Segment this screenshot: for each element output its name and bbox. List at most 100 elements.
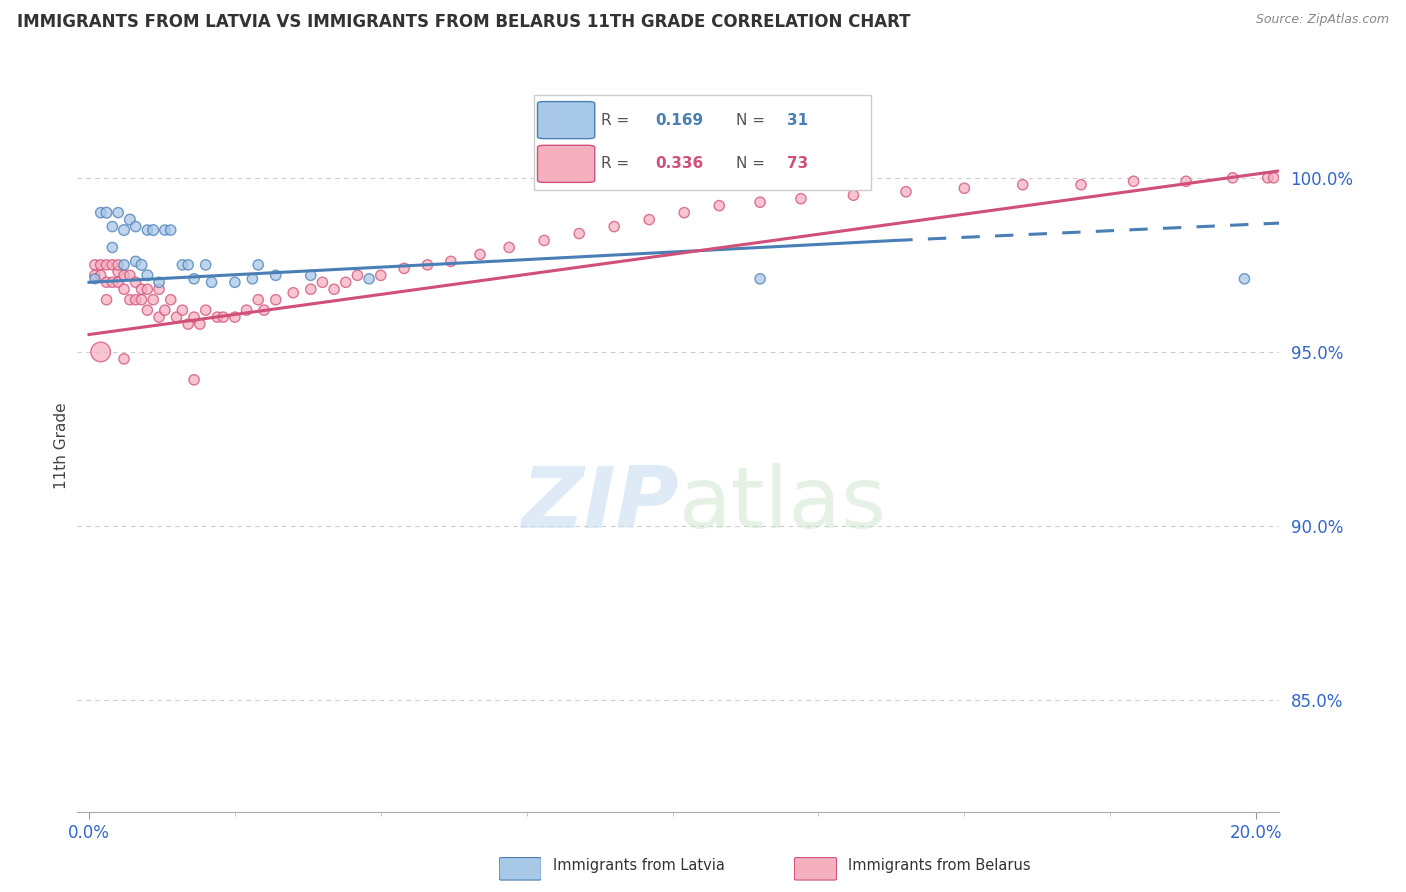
Point bbox=[749, 272, 772, 286]
Point bbox=[194, 303, 217, 318]
Point bbox=[1233, 272, 1256, 286]
Point bbox=[311, 275, 333, 289]
Point bbox=[673, 205, 696, 219]
Point bbox=[148, 275, 170, 289]
Point bbox=[153, 303, 176, 318]
Point bbox=[159, 223, 181, 237]
Point bbox=[107, 275, 129, 289]
Text: ZIP: ZIP bbox=[520, 463, 679, 546]
Point bbox=[83, 272, 105, 286]
FancyBboxPatch shape bbox=[794, 857, 837, 880]
Point bbox=[392, 261, 415, 276]
Point bbox=[183, 272, 205, 286]
Point bbox=[136, 268, 159, 283]
Point bbox=[283, 285, 305, 300]
Point bbox=[440, 254, 463, 268]
Point bbox=[323, 282, 346, 296]
FancyBboxPatch shape bbox=[499, 857, 541, 880]
Point bbox=[1222, 170, 1244, 185]
Point bbox=[131, 282, 153, 296]
Point bbox=[177, 317, 200, 331]
Point bbox=[346, 268, 368, 283]
Point bbox=[498, 240, 520, 254]
Point bbox=[172, 258, 194, 272]
Point bbox=[953, 181, 976, 195]
Point bbox=[1011, 178, 1033, 192]
Point bbox=[96, 205, 118, 219]
Point bbox=[101, 240, 124, 254]
Point bbox=[107, 258, 129, 272]
Point bbox=[96, 293, 118, 307]
Point bbox=[101, 275, 124, 289]
Point bbox=[125, 275, 148, 289]
Point bbox=[533, 234, 555, 248]
Point bbox=[136, 303, 159, 318]
Point bbox=[264, 293, 287, 307]
Point bbox=[200, 275, 222, 289]
Y-axis label: 11th Grade: 11th Grade bbox=[53, 402, 69, 490]
Point bbox=[136, 223, 159, 237]
Point bbox=[166, 310, 188, 325]
Point bbox=[416, 258, 439, 272]
Point bbox=[183, 310, 205, 325]
Point bbox=[242, 272, 264, 286]
Text: IMMIGRANTS FROM LATVIA VS IMMIGRANTS FROM BELARUS 11TH GRADE CORRELATION CHART: IMMIGRANTS FROM LATVIA VS IMMIGRANTS FRO… bbox=[17, 13, 910, 31]
Point bbox=[224, 310, 246, 325]
Point bbox=[1122, 174, 1144, 188]
Point bbox=[159, 293, 181, 307]
Point bbox=[1175, 174, 1198, 188]
Point bbox=[603, 219, 626, 234]
Point bbox=[112, 282, 135, 296]
Point bbox=[131, 258, 153, 272]
Point bbox=[90, 205, 112, 219]
Point bbox=[568, 227, 591, 241]
Point bbox=[125, 219, 148, 234]
Point bbox=[247, 258, 270, 272]
Point bbox=[107, 205, 129, 219]
Point bbox=[112, 351, 135, 366]
Point bbox=[370, 268, 392, 283]
Point bbox=[112, 223, 135, 237]
Point bbox=[90, 268, 112, 283]
Point bbox=[359, 272, 381, 286]
Point bbox=[112, 268, 135, 283]
Point bbox=[90, 345, 112, 359]
Point bbox=[207, 310, 229, 325]
Point bbox=[299, 282, 322, 296]
Point bbox=[107, 265, 129, 279]
Point bbox=[247, 293, 270, 307]
Point bbox=[253, 303, 276, 318]
Point bbox=[1263, 170, 1285, 185]
Text: atlas: atlas bbox=[679, 463, 886, 546]
Point bbox=[112, 258, 135, 272]
Point bbox=[842, 188, 865, 202]
Text: Source: ZipAtlas.com: Source: ZipAtlas.com bbox=[1256, 13, 1389, 27]
Point bbox=[118, 268, 141, 283]
Point bbox=[1070, 178, 1092, 192]
Point bbox=[638, 212, 661, 227]
Text: Immigrants from Belarus: Immigrants from Belarus bbox=[848, 858, 1031, 872]
Point bbox=[790, 192, 813, 206]
Point bbox=[131, 293, 153, 307]
Point bbox=[83, 268, 105, 283]
Point bbox=[101, 258, 124, 272]
Point bbox=[118, 293, 141, 307]
Point bbox=[235, 303, 257, 318]
Point bbox=[101, 219, 124, 234]
Point bbox=[468, 247, 491, 261]
Point bbox=[142, 223, 165, 237]
Point bbox=[125, 293, 148, 307]
Point bbox=[90, 258, 112, 272]
Text: Immigrants from Latvia: Immigrants from Latvia bbox=[553, 858, 724, 872]
Point bbox=[212, 310, 235, 325]
Point bbox=[749, 195, 772, 210]
Point bbox=[894, 185, 917, 199]
Point bbox=[335, 275, 357, 289]
Point bbox=[136, 282, 159, 296]
Point bbox=[224, 275, 246, 289]
Point bbox=[153, 223, 176, 237]
Point bbox=[264, 268, 287, 283]
Point bbox=[709, 199, 731, 213]
Point bbox=[172, 303, 194, 318]
Point bbox=[299, 268, 322, 283]
